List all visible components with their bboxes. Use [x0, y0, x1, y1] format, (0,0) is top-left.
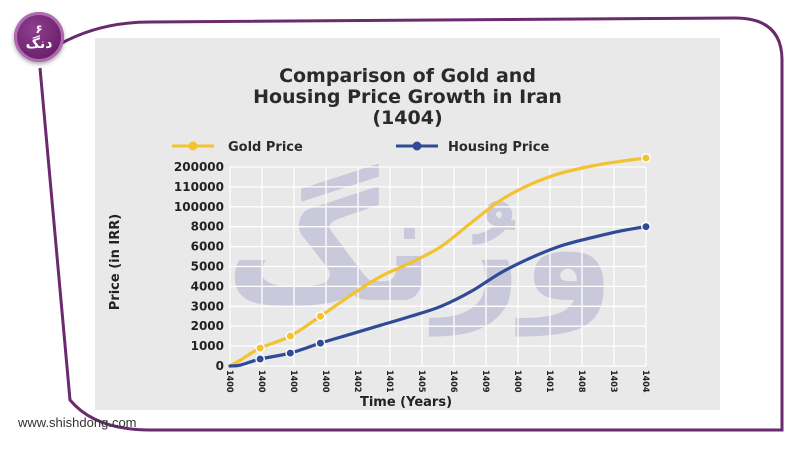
gold-price-point [315, 311, 326, 322]
y-tick-label: 8000 [191, 220, 224, 234]
x-tick-label: 1404 [640, 370, 650, 393]
y-tick-labels: 0 1000 2000 3000 4000 5000 6000 8000 100000 11000… [174, 160, 224, 373]
y-tick-label: 6000 [191, 240, 224, 254]
x-tick-label: 1403 [608, 370, 618, 393]
chart-title-line-1: Comparison of Gold and [279, 65, 536, 87]
x-tick-label: 1400 [256, 370, 266, 393]
y-tick-label: 0 [216, 359, 224, 373]
x-tick-label: 1400 [512, 370, 522, 393]
y-tick-label: 2000 [191, 319, 224, 333]
x-tick-label: 1401 [384, 370, 394, 393]
housing-price-point [641, 221, 651, 232]
x-tick-label: 1402 [352, 370, 362, 393]
brand-logo-top: ۶ [35, 22, 43, 36]
legend-housing-label: Housing Price [448, 140, 549, 155]
watermark: ورُنگ [225, 162, 615, 337]
legend-gold-label: Gold Price [228, 140, 303, 155]
y-tick-label: 200000 [174, 160, 224, 174]
y-tick-label: 1000 [191, 339, 224, 353]
x-tick-label: 1406 [448, 370, 458, 393]
y-tick-label: 5000 [191, 260, 224, 274]
gold-price-line [228, 156, 648, 368]
housing-price-line [228, 225, 648, 368]
y-tick-label: 100000 [174, 200, 224, 214]
chart-title-line-2: Housing Price Growth in Iran [253, 86, 562, 108]
chart-title: Comparison of Gold and Housing Price Gro… [95, 66, 720, 129]
y-tick-label: 4000 [191, 279, 224, 293]
x-tick-label: 1400 [288, 370, 298, 393]
frame-outline [38, 16, 784, 432]
x-tick-label: 1405 [416, 370, 426, 393]
legend-housing-marker [412, 141, 422, 151]
legend: Gold Price Housing Price [172, 140, 549, 155]
y-axis-label: Price (in IRR) [108, 214, 123, 310]
x-tick-labels: 1400 1400 1400 1400 1402 1401 1405 1406 1409 1400… [224, 370, 650, 393]
gold-price-point [285, 331, 296, 342]
x-axis-label: Time (Years) [360, 395, 452, 410]
housing-price-point [285, 348, 296, 358]
x-tick-label: 1400 [320, 370, 330, 393]
x-tick-label: 1400 [224, 370, 234, 393]
brand-logo-bottom: دنگ [25, 36, 53, 52]
brand-logo: ۶ دنگ [14, 12, 64, 62]
x-tick-label: 1408 [576, 370, 586, 393]
gold-price-point [255, 343, 266, 353]
chart-title-line-3: (1404) [372, 107, 443, 129]
housing-price-point [255, 354, 266, 364]
x-tick-label: 1401 [544, 370, 554, 393]
y-tick-label: 3000 [191, 299, 224, 313]
website-url: www.shishdong.com [18, 415, 137, 430]
y-tick-label: 110000 [174, 180, 224, 194]
housing-price-point [315, 338, 326, 349]
x-tick-label: 1409 [480, 370, 490, 393]
series-group [228, 153, 651, 368]
chart-panel [95, 38, 720, 410]
gold-price-point [641, 153, 651, 163]
legend-gold-marker [188, 141, 198, 151]
